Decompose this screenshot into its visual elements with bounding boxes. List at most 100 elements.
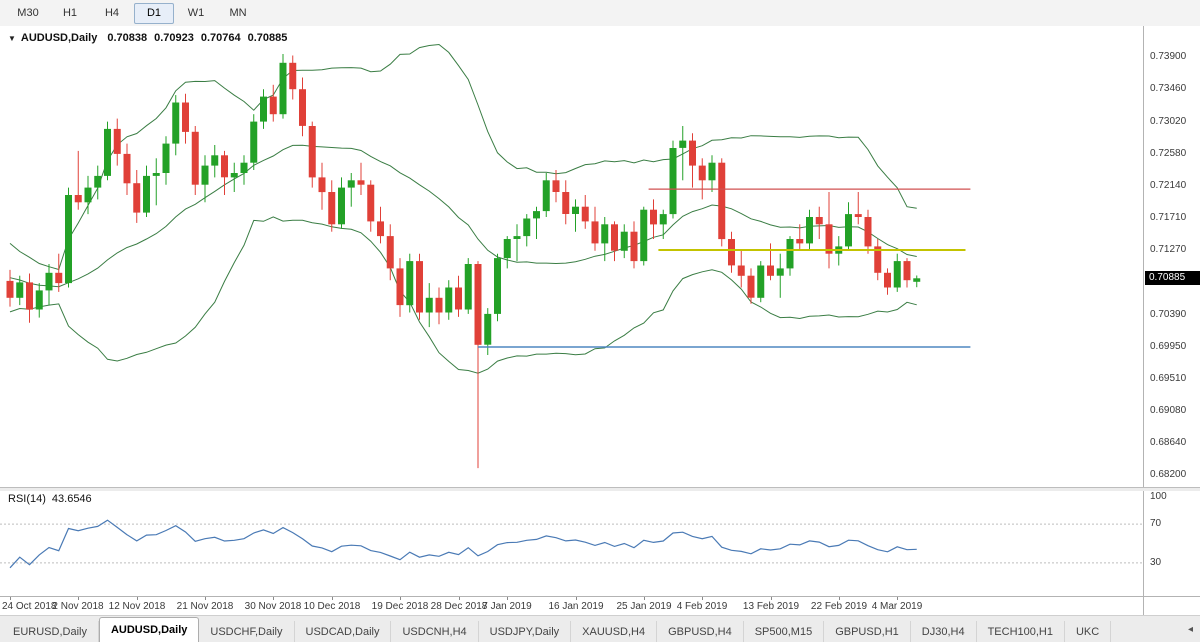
chart-tab-usdcad-daily[interactable]: USDCAD,Daily bbox=[295, 621, 392, 642]
timeframe-button-d1[interactable]: D1 bbox=[134, 2, 174, 24]
candle-63[interactable] bbox=[620, 224, 628, 259]
candle-81[interactable] bbox=[796, 224, 804, 251]
candle-35[interactable] bbox=[347, 173, 355, 207]
candle-79[interactable] bbox=[776, 253, 784, 298]
candle-18[interactable] bbox=[182, 93, 189, 144]
candle-36[interactable] bbox=[357, 162, 365, 195]
candle-5[interactable] bbox=[55, 253, 63, 292]
candle-44[interactable] bbox=[435, 287, 443, 325]
candle-70[interactable] bbox=[689, 133, 696, 188]
timeframe-button-mn[interactable]: MN bbox=[229, 7, 247, 19]
candle-58[interactable] bbox=[572, 199, 579, 232]
candle-29[interactable] bbox=[289, 55, 297, 100]
candlestick-chart-canvas[interactable] bbox=[0, 26, 1143, 487]
chart-tab-dj30-h4[interactable]: DJ30,H4 bbox=[911, 621, 977, 642]
candle-72[interactable] bbox=[708, 155, 716, 192]
candle-42[interactable] bbox=[416, 253, 423, 320]
candle-90[interactable] bbox=[884, 268, 891, 295]
candle-47[interactable] bbox=[464, 258, 472, 314]
candle-73[interactable] bbox=[718, 158, 726, 247]
candle-3[interactable] bbox=[35, 283, 43, 318]
candle-83[interactable] bbox=[815, 206, 823, 239]
candle-49[interactable] bbox=[484, 308, 492, 355]
chart-tab-sp500-m15[interactable]: SP500,M15 bbox=[744, 621, 825, 642]
candle-76[interactable] bbox=[747, 268, 755, 304]
candle-27[interactable] bbox=[269, 84, 277, 122]
candle-28[interactable] bbox=[279, 54, 287, 119]
candle-69[interactable] bbox=[679, 126, 687, 181]
candle-56[interactable] bbox=[552, 170, 560, 203]
candle-11[interactable] bbox=[113, 118, 121, 166]
main-chart-panel[interactable]: ▼ AUDUSD,Daily 0.70838 0.70923 0.70764 0… bbox=[0, 26, 1200, 487]
candle-55[interactable] bbox=[542, 173, 550, 217]
chart-tab-usdchf-daily[interactable]: USDCHF,Daily bbox=[199, 621, 295, 642]
candle-19[interactable] bbox=[191, 126, 199, 195]
candle-25[interactable] bbox=[250, 114, 258, 170]
tab-scroll-left-button[interactable]: ◂ bbox=[1182, 620, 1199, 639]
candle-46[interactable] bbox=[455, 275, 462, 317]
chart-menu-icon[interactable]: ▼ bbox=[8, 33, 16, 43]
candle-78[interactable] bbox=[767, 243, 774, 281]
candle-84[interactable] bbox=[825, 192, 833, 269]
candle-41[interactable] bbox=[406, 253, 414, 313]
candle-39[interactable] bbox=[386, 224, 394, 281]
candle-26[interactable] bbox=[260, 89, 267, 129]
chart-tab-usdjpy-daily[interactable]: USDJPY,Daily bbox=[479, 621, 572, 642]
candle-52[interactable] bbox=[513, 224, 521, 262]
candle-43[interactable] bbox=[425, 283, 433, 328]
candles-group[interactable] bbox=[6, 54, 921, 469]
candle-45[interactable] bbox=[445, 280, 453, 320]
chart-tab-gbpusd-h4[interactable]: GBPUSD,H4 bbox=[657, 621, 744, 642]
chart-tab-xauusd-h4[interactable]: XAUUSD,H4 bbox=[571, 621, 658, 642]
timeframe-button-h1[interactable]: H1 bbox=[62, 7, 78, 19]
candle-16[interactable] bbox=[162, 136, 170, 185]
candle-75[interactable] bbox=[737, 250, 745, 288]
candle-50[interactable] bbox=[494, 253, 501, 322]
candle-32[interactable] bbox=[318, 162, 326, 210]
candle-30[interactable] bbox=[299, 77, 306, 137]
candle-1[interactable] bbox=[16, 275, 24, 306]
candle-57[interactable] bbox=[562, 180, 570, 225]
candle-68[interactable] bbox=[669, 140, 677, 219]
candle-66[interactable] bbox=[650, 199, 657, 239]
candle-12[interactable] bbox=[123, 143, 131, 195]
candle-23[interactable] bbox=[230, 162, 238, 192]
candle-6[interactable] bbox=[65, 187, 72, 288]
candle-62[interactable] bbox=[611, 221, 618, 262]
candle-48[interactable] bbox=[474, 261, 482, 469]
candle-65[interactable] bbox=[640, 206, 648, 266]
candle-38[interactable] bbox=[377, 206, 384, 244]
chart-tab-gbpusd-h1[interactable]: GBPUSD,H1 bbox=[824, 621, 911, 642]
chart-tab-audusd-daily[interactable]: AUDUSD,Daily bbox=[98, 617, 200, 642]
candle-14[interactable] bbox=[143, 165, 150, 217]
candle-34[interactable] bbox=[338, 177, 345, 229]
candle-82[interactable] bbox=[806, 209, 813, 251]
chart-tab-ukc[interactable]: UKC bbox=[1065, 621, 1112, 642]
candle-54[interactable] bbox=[533, 206, 540, 239]
candle-61[interactable] bbox=[601, 217, 609, 262]
candle-20[interactable] bbox=[201, 155, 209, 203]
timeframe-button-m30[interactable]: M30 bbox=[17, 7, 39, 19]
candle-2[interactable] bbox=[26, 273, 33, 323]
candle-80[interactable] bbox=[786, 236, 794, 276]
candle-59[interactable] bbox=[581, 195, 589, 229]
candle-33[interactable] bbox=[328, 180, 336, 232]
candle-74[interactable] bbox=[728, 231, 735, 273]
candle-8[interactable] bbox=[84, 175, 92, 215]
chart-tab-tech100-h1[interactable]: TECH100,H1 bbox=[977, 621, 1065, 642]
candle-64[interactable] bbox=[630, 221, 638, 269]
candle-17[interactable] bbox=[172, 95, 180, 156]
candle-67[interactable] bbox=[659, 209, 667, 239]
timeframe-button-w1[interactable]: W1 bbox=[187, 7, 205, 19]
candle-89[interactable] bbox=[874, 239, 882, 281]
candle-40[interactable] bbox=[396, 258, 404, 317]
chart-tab-eurusd-daily[interactable]: EURUSD,Daily bbox=[2, 621, 99, 642]
candle-24[interactable] bbox=[240, 155, 248, 185]
rsi-chart-canvas[interactable] bbox=[0, 491, 1143, 596]
rsi-panel[interactable]: RSI(14) 43.6546 bbox=[0, 491, 1200, 596]
candle-93[interactable] bbox=[913, 275, 921, 288]
candle-0[interactable] bbox=[6, 269, 14, 307]
candle-9[interactable] bbox=[94, 165, 102, 200]
candle-91[interactable] bbox=[893, 253, 901, 292]
candle-53[interactable] bbox=[523, 214, 531, 247]
